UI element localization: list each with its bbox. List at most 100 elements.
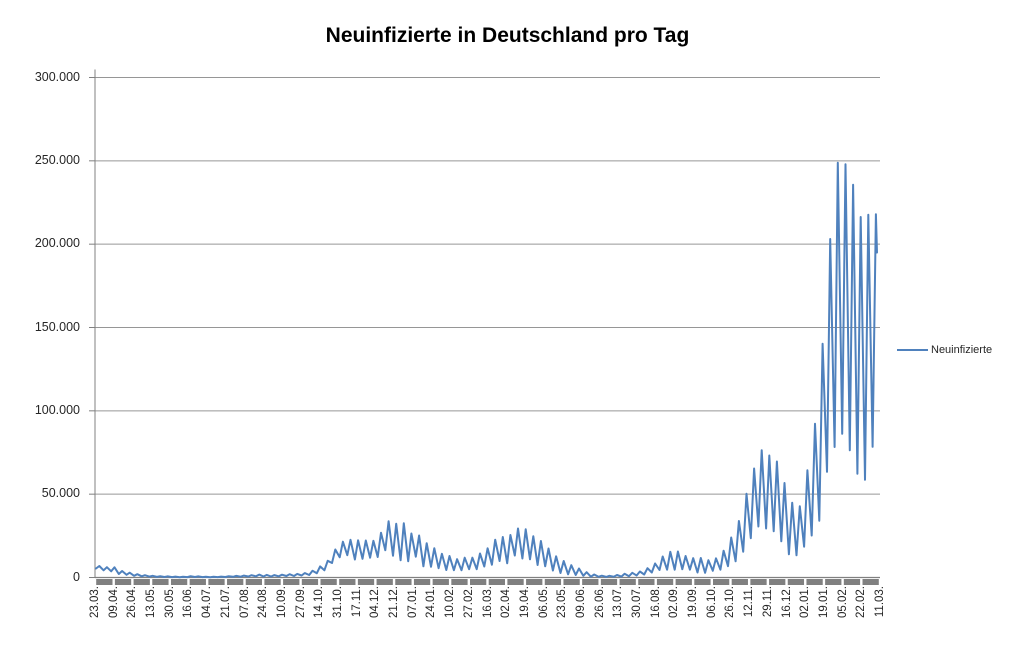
x-tick-label-text: 27.09. — [294, 586, 307, 618]
x-tick-label-text: 26.10. — [724, 586, 737, 618]
x-tick-label-text: 30.07. — [631, 586, 644, 618]
x-tick-label: 09.06. — [573, 586, 589, 644]
x-tick-label: 23.03. — [87, 586, 103, 644]
x-tick-label: 12.11. — [741, 586, 757, 644]
x-axis-tick-block — [843, 579, 861, 585]
x-tick-label: 19.01. — [816, 586, 832, 644]
legend-label: Neuinfizierte — [931, 344, 993, 356]
x-axis-tick-block — [544, 579, 562, 585]
x-tick-label: 10.09. — [274, 586, 290, 644]
x-axis-tick-block — [600, 579, 618, 585]
x-tick-label: 09.04. — [106, 586, 122, 644]
x-axis-tick-block — [862, 579, 879, 585]
x-axis-tick-block — [675, 579, 692, 585]
y-tick-label: 150.000 — [34, 319, 80, 334]
x-axis-tick-block — [245, 579, 263, 585]
x-tick-label-text: 06.10. — [705, 586, 718, 618]
x-axis-tick-block — [152, 579, 169, 585]
x-tick-label: 07.01. — [405, 586, 421, 644]
x-tick-label-text: 19.04. — [518, 586, 531, 618]
x-axis-tick-block — [114, 579, 132, 585]
x-tick-label: 06.10. — [704, 586, 720, 644]
x-tick-label-text: 16.12. — [780, 586, 793, 618]
x-tick-label-text: 07.01. — [406, 586, 419, 618]
x-tick-label: 16.06. — [180, 586, 196, 644]
x-axis-tick-block — [694, 579, 711, 585]
x-tick-label: 02.09. — [666, 586, 682, 644]
x-tick-label-text: 07.08. — [238, 586, 251, 618]
x-tick-label: 23.05. — [554, 586, 570, 644]
x-axis-tick-block — [264, 579, 281, 585]
x-tick-label: 26.06. — [592, 586, 608, 644]
x-tick-label-text: 26.04. — [126, 586, 139, 618]
x-tick-label-text: 26.06. — [593, 586, 606, 618]
x-tick-label-text: 24.01. — [425, 586, 438, 618]
x-tick-label: 30.07. — [629, 586, 645, 644]
x-axis-tick-block — [395, 579, 412, 585]
x-tick-label: 06.05. — [536, 586, 552, 644]
x-axis-tick-block — [376, 579, 393, 585]
x-tick-label-text: 13.05. — [145, 586, 158, 618]
x-tick-label-text: 02.01. — [799, 586, 812, 618]
x-tick-label: 11.03. — [872, 586, 888, 644]
y-tick-label: 250.000 — [34, 152, 80, 167]
x-tick-label: 24.01. — [423, 586, 439, 644]
x-tick-label: 07.08. — [237, 586, 253, 644]
x-axis-tick-block — [320, 579, 337, 585]
x-axis-tick-block — [208, 579, 225, 585]
x-tick-label-text: 09.04. — [107, 586, 120, 618]
x-tick-label: 22.02. — [853, 586, 869, 644]
x-axis-tick-block — [227, 579, 244, 585]
y-tick-label: 300.000 — [34, 69, 80, 84]
x-axis-tick-block — [769, 579, 786, 585]
y-tick-label: 50.000 — [41, 486, 80, 501]
x-tick-label-text: 24.08. — [257, 586, 270, 618]
x-axis-tick-block — [170, 579, 188, 585]
x-tick-label-text: 30.05. — [163, 586, 176, 618]
x-tick-label: 13.07. — [610, 586, 626, 644]
x-tick-label-text: 06.05. — [537, 586, 550, 618]
x-axis-tick-block — [712, 579, 730, 585]
x-tick-label-text: 16.06. — [182, 586, 195, 618]
x-tick-label-text: 21.07. — [219, 586, 232, 618]
x-tick-label: 26.04. — [124, 586, 140, 644]
x-tick-label-text: 10.09. — [275, 586, 288, 618]
x-tick-label-text: 05.02. — [836, 586, 849, 618]
x-tick-label: 04.07. — [199, 586, 215, 644]
x-axis-tick-block — [638, 579, 655, 585]
x-axis-tick-block — [283, 579, 300, 585]
x-tick-label-text: 16.08. — [649, 586, 662, 618]
x-axis-tick-block — [413, 579, 431, 585]
x-tick-label-text: 12.11. — [743, 586, 756, 618]
x-axis-tick-block — [563, 579, 580, 585]
x-tick-label: 10.02. — [442, 586, 458, 644]
x-tick-label-text: 14.10. — [313, 586, 326, 618]
x-tick-label: 05.02. — [835, 586, 851, 644]
x-tick-label-text: 19.09. — [687, 586, 700, 618]
x-axis-tick-block — [96, 579, 113, 585]
x-axis-tick-block — [507, 579, 524, 585]
x-tick-label: 24.08. — [255, 586, 271, 644]
y-tick-label: 200.000 — [34, 236, 80, 251]
x-tick-label-text: 10.02. — [444, 586, 457, 618]
x-axis-tick-block — [432, 579, 449, 585]
x-tick-label-text: 02.04. — [500, 586, 513, 618]
x-axis-tick-block — [488, 579, 505, 585]
x-tick-label: 16.12. — [779, 586, 795, 644]
legend-line-sample-icon — [897, 349, 928, 351]
x-tick-label: 16.08. — [648, 586, 664, 644]
x-tick-label: 26.10. — [722, 586, 738, 644]
x-axis-tick-block — [750, 579, 767, 585]
x-axis-tick-block — [470, 579, 487, 585]
x-tick-label-text: 11.03. — [874, 586, 886, 618]
x-tick-label: 02.01. — [797, 586, 813, 644]
x-tick-label: 30.05. — [162, 586, 178, 644]
x-axis-tick-block — [656, 579, 674, 585]
x-tick-label-text: 21.12. — [388, 586, 401, 618]
x-axis-tick-block — [806, 579, 823, 585]
x-tick-label-text: 09.06. — [574, 586, 587, 618]
x-tick-label: 27.02. — [461, 586, 477, 644]
x-axis-tick-block — [189, 579, 206, 585]
x-tick-label: 02.04. — [498, 586, 514, 644]
